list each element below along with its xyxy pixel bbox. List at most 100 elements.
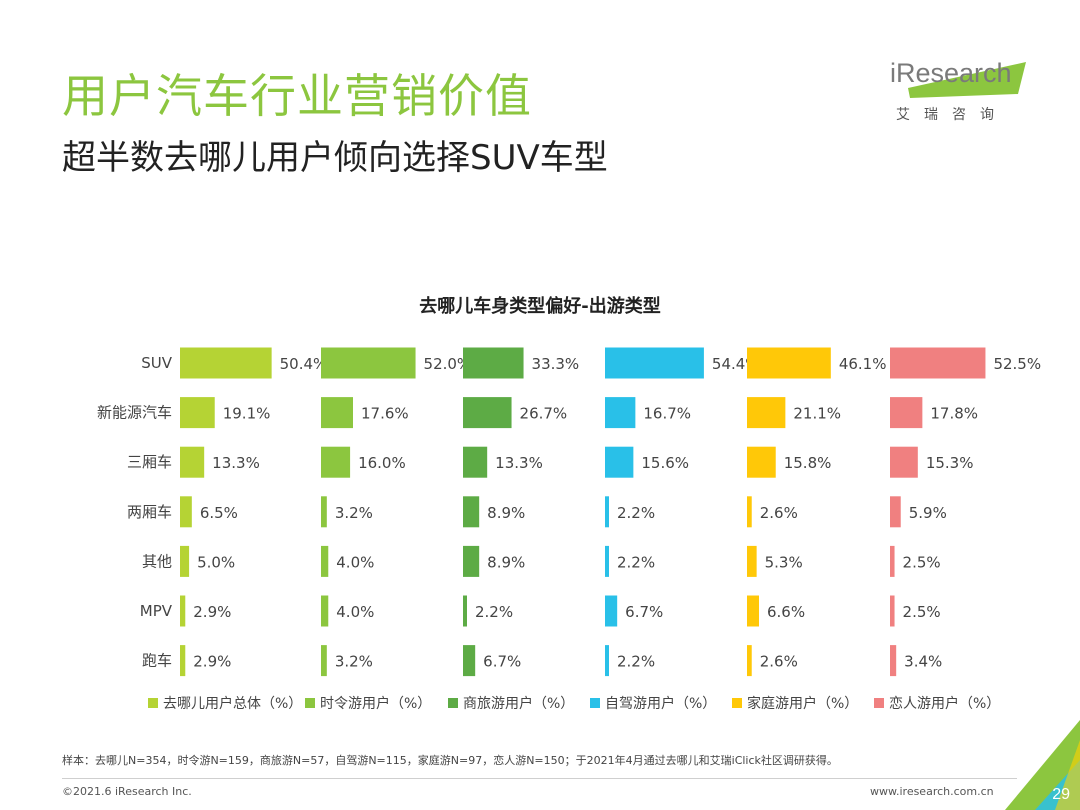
bar <box>463 645 476 677</box>
legend-label: 去哪儿用户总体（%） <box>163 695 302 712</box>
legend-label: 自驾游用户（%） <box>605 695 716 712</box>
data-label: 5.0% <box>197 553 235 571</box>
legend-swatch <box>305 698 315 708</box>
data-label: 2.2% <box>617 504 655 522</box>
page-number: 29 <box>1052 786 1070 803</box>
chart-title: 去哪儿车身类型偏好-出游类型 <box>419 296 661 317</box>
data-label: 4.0% <box>336 603 374 621</box>
bar <box>180 545 190 577</box>
bar <box>747 496 752 528</box>
category-label: 两厢车 <box>127 503 172 521</box>
bar <box>463 545 480 577</box>
data-label: 5.9% <box>909 504 947 522</box>
data-label: 33.3% <box>532 355 580 373</box>
data-label: 6.7% <box>483 653 521 671</box>
data-label: 15.6% <box>641 454 689 472</box>
bar <box>747 545 757 577</box>
data-label: 3.4% <box>904 653 942 671</box>
bar <box>321 446 351 478</box>
data-label: 15.3% <box>926 454 974 472</box>
bar <box>463 595 467 627</box>
legend-swatch <box>874 698 884 708</box>
legend-swatch <box>590 698 600 708</box>
legend-label: 商旅游用户（%） <box>463 695 574 712</box>
bar <box>321 347 416 379</box>
data-label: 8.9% <box>487 553 525 571</box>
bar <box>605 545 609 577</box>
bar <box>605 595 618 627</box>
data-label: 26.7% <box>520 405 568 423</box>
data-label: 2.5% <box>903 603 941 621</box>
category-label: SUV <box>141 354 173 372</box>
footer-divider <box>62 778 1017 779</box>
bar <box>747 595 759 627</box>
data-label: 3.2% <box>335 653 373 671</box>
data-label: 2.5% <box>903 553 941 571</box>
data-label: 17.8% <box>930 405 978 423</box>
category-label: MPV <box>140 602 173 620</box>
data-label: 52.0% <box>424 355 472 373</box>
legend-swatch <box>448 698 458 708</box>
data-label: 6.7% <box>625 603 663 621</box>
data-label: 21.1% <box>793 405 841 423</box>
data-label: 17.6% <box>361 405 409 423</box>
data-label: 2.2% <box>617 653 655 671</box>
data-label: 8.9% <box>487 504 525 522</box>
bar <box>180 446 205 478</box>
data-label: 3.2% <box>335 504 373 522</box>
data-label: 16.0% <box>358 454 406 472</box>
logo-word: iResearch <box>890 58 1012 88</box>
data-label: 13.3% <box>212 454 260 472</box>
bar <box>463 496 480 528</box>
website-url: www.iresearch.com.cn <box>870 785 994 798</box>
bar <box>321 545 329 577</box>
category-label: 其他 <box>142 552 172 570</box>
corner-decoration <box>1005 720 1080 810</box>
page-subtitle: 超半数去哪儿用户倾向选择SUV车型 <box>62 138 608 178</box>
bar <box>605 446 634 478</box>
bar <box>890 496 901 528</box>
bar <box>180 595 186 627</box>
data-label: 16.7% <box>643 405 691 423</box>
bar <box>890 397 923 429</box>
category-label: 新能源汽车 <box>97 404 172 422</box>
category-label: 三厢车 <box>127 453 172 471</box>
data-label: 2.9% <box>193 603 231 621</box>
bar <box>605 347 704 379</box>
bar <box>747 645 752 677</box>
bar <box>890 645 897 677</box>
bar <box>180 645 186 677</box>
bar <box>890 545 895 577</box>
data-label: 2.6% <box>760 504 798 522</box>
data-label: 2.9% <box>193 653 231 671</box>
logo-swoosh-icon <box>908 62 1026 98</box>
bar <box>890 595 895 627</box>
data-label: 4.0% <box>336 553 374 571</box>
data-label: 50.4% <box>280 355 328 373</box>
data-label: 15.8% <box>784 454 832 472</box>
bar <box>321 595 329 627</box>
legend-label: 恋人游用户（%） <box>889 695 1000 712</box>
legend-swatch <box>732 698 742 708</box>
legend-label: 时令游用户（%） <box>320 695 431 712</box>
bar <box>180 496 192 528</box>
data-label: 6.6% <box>767 603 805 621</box>
bar <box>180 397 215 429</box>
data-label: 6.5% <box>200 504 238 522</box>
data-label: 2.2% <box>475 603 513 621</box>
bar <box>605 645 609 677</box>
bar <box>463 347 524 379</box>
footnote: 样本：去哪儿N=354，时令游N=159，商旅游N=57，自驾游N=115，家庭… <box>62 754 838 767</box>
data-label: 2.6% <box>760 653 798 671</box>
bar <box>321 397 353 429</box>
bar <box>747 446 776 478</box>
logo-subtitle: 艾瑞咨询 <box>896 107 1008 123</box>
data-label: 5.3% <box>765 553 803 571</box>
bar <box>890 446 918 478</box>
copyright: ©2021.6 iResearch Inc. <box>62 785 192 798</box>
data-label: 13.3% <box>495 454 543 472</box>
bar <box>463 446 488 478</box>
bar <box>605 496 609 528</box>
category-label: 跑车 <box>142 652 172 670</box>
